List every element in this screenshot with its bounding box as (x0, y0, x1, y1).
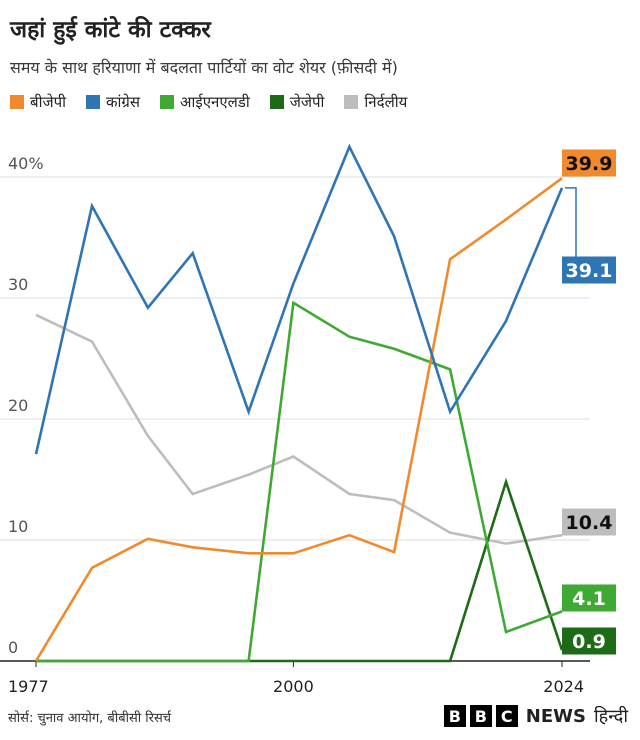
legend-swatch-bjp (10, 95, 24, 109)
end-label-value: 39.9 (566, 153, 613, 175)
bbc-logo-letter: C (495, 705, 518, 727)
brand-language: हिन्दी (593, 706, 628, 727)
end-label-value: 39.1 (566, 260, 613, 282)
y-tick-label: 30 (8, 275, 28, 294)
end-label-box (562, 627, 616, 655)
y-tick-label: 0 (8, 638, 18, 657)
end-label-box (562, 149, 616, 177)
end-label-box (562, 584, 616, 612)
y-tick-label: 10 (8, 517, 28, 536)
source-note: सोर्स: चुनाव आयोग, बीबीसी रिसर्च (8, 711, 172, 726)
end-labels: 39.9 39.1 10.4 4.1 0.9 (562, 149, 616, 655)
legend-item-bjp: बीजेपी (10, 92, 66, 112)
end-label-value: 0.9 (572, 631, 606, 653)
brand-news: NEWS (525, 705, 586, 727)
legend-swatch-congress (86, 95, 100, 109)
end-label-value: 10.4 (566, 512, 613, 534)
bbc-news-hindi-logo: B B C NEWS हिन्दी (443, 704, 628, 728)
legend-item-inld: आईएनएलडी (160, 92, 250, 112)
legend-label-bjp: बीजेपी (30, 93, 66, 111)
grid-lines (0, 176, 590, 662)
series-line (34, 143, 564, 455)
series-line (35, 313, 563, 545)
end-label-value: 4.1 (572, 588, 606, 610)
end-label-box (562, 256, 616, 284)
legend-label-independent: निर्दलीय (364, 93, 408, 111)
x-tick-label: 2024 (543, 677, 584, 696)
x-axis-ticks: 1977 2000 2024 (8, 661, 584, 696)
legend-item-independent: निर्दलीय (344, 92, 407, 112)
leader-line (565, 187, 577, 270)
legend-swatch-jjp (269, 95, 284, 109)
legend-swatch-independent (344, 95, 359, 109)
x-tick-label: 2000 (273, 677, 314, 696)
series-line (36, 300, 563, 663)
chart-title: जहां हुई कांटे की टक्कर (10, 17, 211, 43)
legend-swatch-inld (160, 95, 175, 109)
chart-subtitle: समय के साथ हरियाणा में बदलता पार्टियों क… (10, 58, 398, 77)
legend-label-inld: आईएनएलडी (180, 93, 250, 111)
legend-item-congress: कांग्रेस (86, 92, 140, 112)
bbc-logo-letter: B (469, 705, 492, 727)
x-tick-label: 1977 (8, 677, 49, 696)
legend-label-jjp: जेजेपी (289, 93, 325, 111)
y-tick-label: 20 (8, 396, 28, 415)
legend-item-jjp: जेजेपी (269, 92, 325, 112)
series-line (34, 177, 563, 662)
series-line (36, 477, 564, 663)
series-lines (34, 143, 564, 663)
legend: बीजेपी कांग्रेस आईएनएलडी जेजेपी निर्दलीय (10, 92, 407, 112)
legend-label-congress: कांग्रेस (106, 93, 141, 111)
end-label-box (562, 508, 616, 536)
bbc-logo-letter: B (443, 705, 466, 727)
y-tick-label: 40% (8, 154, 44, 173)
y-axis-ticks: 0 10 20 30 40% (8, 154, 44, 657)
